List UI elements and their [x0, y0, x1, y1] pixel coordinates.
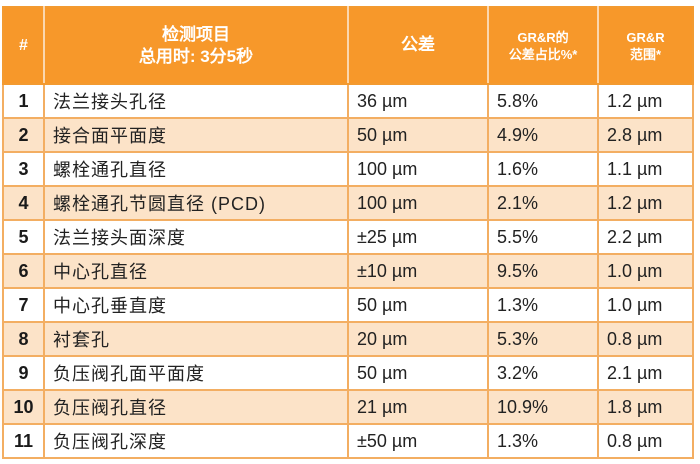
- row-num: 2: [2, 117, 45, 153]
- row-item: 法兰接头面深度: [43, 219, 349, 255]
- row-num: 8: [2, 321, 45, 357]
- grr-results-table: # 检测项目 总用时: 3分5秒 公差 GR&R的 公差占比%* GR&R 范围…: [2, 6, 694, 459]
- row-grr-range: 1.0 µm: [597, 287, 694, 323]
- row-grr-range: 1.1 µm: [597, 151, 694, 187]
- row-tolerance: 20 µm: [347, 321, 489, 357]
- row-num: 11: [2, 423, 45, 459]
- table-row: 7 中心孔垂直度 50 µm 1.3% 1.0 µm: [2, 287, 694, 323]
- row-grr-pct: 2.1%: [487, 185, 599, 221]
- header-item-title: 检测项目: [162, 24, 230, 44]
- table-row: 10 负压阀孔直径 21 µm 10.9% 1.8 µm: [2, 389, 694, 425]
- row-num: 1: [2, 83, 45, 119]
- row-num: 6: [2, 253, 45, 289]
- row-grr-range: 1.2 µm: [597, 83, 694, 119]
- row-grr-range: 2.1 µm: [597, 355, 694, 391]
- row-num: 5: [2, 219, 45, 255]
- row-grr-pct: 5.8%: [487, 83, 599, 119]
- row-item: 螺栓通孔直径: [43, 151, 349, 187]
- row-item: 中心孔直径: [43, 253, 349, 289]
- table-row: 8 衬套孔 20 µm 5.3% 0.8 µm: [2, 321, 694, 357]
- header-grr-range-line2: 范围*: [629, 46, 662, 62]
- row-tolerance: 50 µm: [347, 117, 489, 153]
- row-item: 衬套孔: [43, 321, 349, 357]
- header-grr-pct-line2: 公差占比%*: [508, 46, 578, 62]
- header-num: #: [3, 7, 45, 85]
- row-item: 负压阀孔面平面度: [43, 355, 349, 391]
- row-num: 3: [2, 151, 45, 187]
- row-num: 7: [2, 287, 45, 323]
- row-item: 接合面平面度: [43, 117, 349, 153]
- row-grr-range: 0.8 µm: [597, 423, 694, 459]
- header-grr-range: GR&R 范围*: [597, 7, 693, 85]
- row-tolerance: ±50 µm: [347, 423, 489, 459]
- table-row: 2 接合面平面度 50 µm 4.9% 2.8 µm: [2, 117, 694, 153]
- table-row: 3 螺栓通孔直径 100 µm 1.6% 1.1 µm: [2, 151, 694, 187]
- row-item: 中心孔垂直度: [43, 287, 349, 323]
- row-grr-range: 2.8 µm: [597, 117, 694, 153]
- row-tolerance: ±10 µm: [347, 253, 489, 289]
- row-grr-pct: 9.5%: [487, 253, 599, 289]
- row-tolerance: ±25 µm: [347, 219, 489, 255]
- row-item: 负压阀孔直径: [43, 389, 349, 425]
- row-grr-range: 2.2 µm: [597, 219, 694, 255]
- row-item: 法兰接头孔径: [43, 83, 349, 119]
- row-grr-pct: 1.3%: [487, 423, 599, 459]
- table-row: 5 法兰接头面深度 ±25 µm 5.5% 2.2 µm: [2, 219, 694, 255]
- row-num: 4: [2, 185, 45, 221]
- row-grr-pct: 5.5%: [487, 219, 599, 255]
- row-num: 9: [2, 355, 45, 391]
- header-grr-range-line1: GR&R: [626, 29, 665, 45]
- row-grr-pct: 10.9%: [487, 389, 599, 425]
- row-tolerance: 50 µm: [347, 287, 489, 323]
- header-grr-pct: GR&R的 公差占比%*: [487, 7, 599, 85]
- header-grr-pct-line1: GR&R的: [517, 29, 569, 45]
- row-tolerance: 36 µm: [347, 83, 489, 119]
- table-row: 4 螺栓通孔节圆直径 (PCD) 100 µm 2.1% 1.2 µm: [2, 185, 694, 221]
- row-num: 10: [2, 389, 45, 425]
- row-grr-pct: 1.6%: [487, 151, 599, 187]
- row-grr-range: 1.8 µm: [597, 389, 694, 425]
- row-grr-range: 1.0 µm: [597, 253, 694, 289]
- row-grr-range: 1.2 µm: [597, 185, 694, 221]
- table-row: 11 负压阀孔深度 ±50 µm 1.3% 0.8 µm: [2, 423, 694, 459]
- row-tolerance: 100 µm: [347, 185, 489, 221]
- row-grr-pct: 3.2%: [487, 355, 599, 391]
- table-header-row: # 检测项目 总用时: 3分5秒 公差 GR&R的 公差占比%* GR&R 范围…: [3, 7, 693, 85]
- row-grr-pct: 5.3%: [487, 321, 599, 357]
- row-tolerance: 21 µm: [347, 389, 489, 425]
- row-grr-pct: 1.3%: [487, 287, 599, 323]
- header-tolerance: 公差: [347, 7, 489, 85]
- row-tolerance: 100 µm: [347, 151, 489, 187]
- table-row: 6 中心孔直径 ±10 µm 9.5% 1.0 µm: [2, 253, 694, 289]
- header-total-time: 总用时: 3分5秒: [138, 46, 254, 66]
- table-row: 1 法兰接头孔径 36 µm 5.8% 1.2 µm: [2, 83, 694, 119]
- row-item: 螺栓通孔节圆直径 (PCD): [43, 185, 349, 221]
- row-grr-pct: 4.9%: [487, 117, 599, 153]
- table-row: 9 负压阀孔面平面度 50 µm 3.2% 2.1 µm: [2, 355, 694, 391]
- row-grr-range: 0.8 µm: [597, 321, 694, 357]
- row-tolerance: 50 µm: [347, 355, 489, 391]
- row-item: 负压阀孔深度: [43, 423, 349, 459]
- header-item: 检测项目 总用时: 3分5秒: [43, 7, 349, 85]
